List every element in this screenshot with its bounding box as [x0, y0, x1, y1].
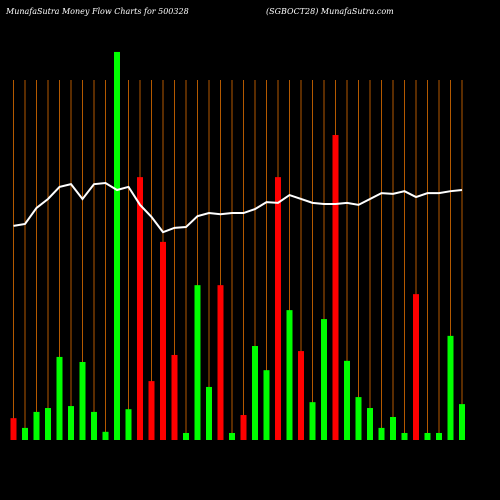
bar: [401, 432, 408, 440]
bar: [114, 51, 120, 440]
bar: [79, 362, 86, 440]
bar: [33, 411, 40, 440]
bar: [68, 406, 74, 440]
bar: [367, 408, 373, 440]
bar: [102, 431, 109, 440]
bar: [355, 397, 362, 440]
bar: [413, 294, 419, 440]
bar: [22, 427, 28, 440]
bar: [275, 177, 281, 440]
bar: [206, 386, 212, 440]
bar: [183, 432, 189, 440]
bar: [344, 360, 350, 440]
bar: [45, 408, 51, 440]
bar: [263, 370, 270, 440]
bar: [378, 427, 385, 440]
bar: [298, 351, 304, 440]
bar: [240, 415, 247, 440]
bar: [229, 432, 235, 440]
bar: [459, 404, 465, 440]
bar: [160, 241, 166, 440]
bar: [309, 402, 316, 440]
bar: [91, 411, 97, 440]
bar: [56, 356, 63, 440]
bar: [447, 335, 454, 440]
chart-subtitle: (SGBOCT28) MunafaSutra.com: [266, 7, 394, 16]
bar: [137, 177, 143, 440]
chart-title: MunafaSutra Money Flow Charts for 500328: [5, 7, 189, 16]
bar: [125, 409, 132, 440]
bar: [321, 319, 327, 440]
bar: [171, 354, 178, 440]
bar: [436, 432, 442, 440]
bar: [217, 285, 224, 440]
bar: [390, 416, 396, 440]
bar: [252, 346, 258, 440]
bar: [424, 432, 431, 440]
bar: [286, 310, 293, 440]
bar: [10, 418, 17, 440]
bar: [194, 285, 201, 440]
bar: [148, 381, 155, 440]
bar: [332, 135, 339, 440]
money-flow-line: [13, 181, 463, 234]
